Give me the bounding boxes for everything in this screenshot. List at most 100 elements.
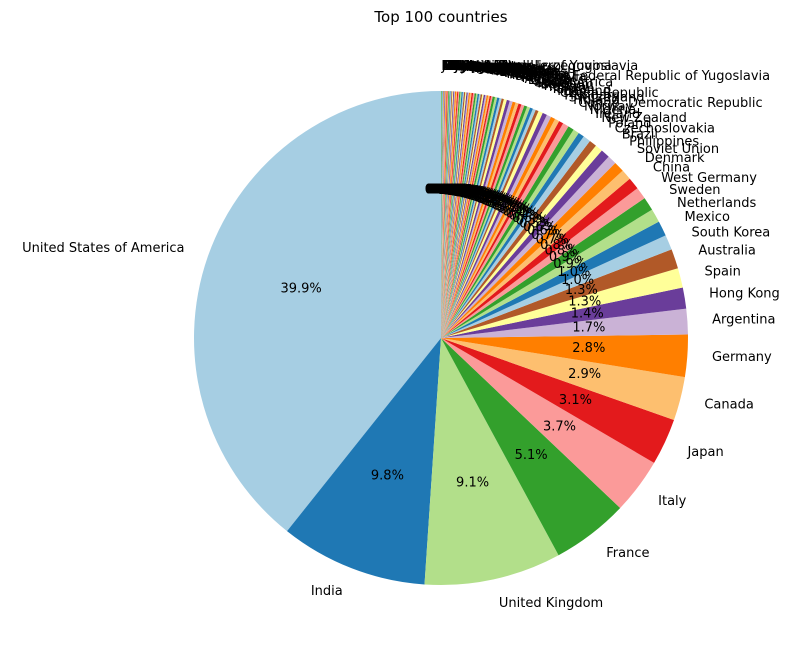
slice-percent-label: 0.3%	[487, 196, 520, 211]
slice-afghanistan	[441, 91, 446, 338]
slice-percent-label: 0.0%	[425, 182, 458, 197]
slice-ireland	[441, 132, 584, 338]
slice-tunisia	[441, 92, 469, 338]
slice-armenia	[441, 91, 451, 339]
slice-mali	[441, 91, 447, 338]
slice-finland	[441, 121, 564, 338]
slice-czechoslovakia	[441, 145, 602, 338]
slice-kazakhstan	[441, 91, 457, 339]
slice-label: Croatia	[481, 62, 528, 77]
slice-percent-label: 1.0%	[557, 265, 590, 280]
slice-label: Egypt	[528, 73, 566, 88]
slice-bolivia	[441, 91, 449, 338]
slice-chile	[441, 96, 498, 338]
slice-label: Argentina	[712, 312, 775, 327]
slice-percent-label: 0.2%	[472, 190, 505, 205]
slice-percent-label: 0.4%	[499, 203, 532, 218]
slice-pakistan	[441, 97, 500, 338]
slice-percent-label: 0.2%	[463, 187, 496, 202]
slice-percent-label: 0.1%	[433, 183, 466, 198]
slice-slovenia	[441, 92, 466, 338]
slice-label: Spain	[705, 264, 741, 279]
slice-percent-label: 0.2%	[474, 191, 507, 206]
slice-slovakia	[441, 92, 468, 338]
slice-percent-label: 0.0%	[429, 182, 462, 197]
slice-label: Venezuela	[487, 63, 554, 78]
slice-percent-label: 0.4%	[506, 206, 539, 221]
slice-percent-label: 0.1%	[449, 184, 482, 199]
slice-percent-label: 0.0%	[427, 182, 460, 197]
slice-norway	[441, 126, 574, 338]
slice-label: Thailand	[554, 84, 611, 99]
slice-label: Morocco	[477, 61, 531, 76]
slice-label: Afghanistan	[446, 59, 523, 74]
slice-percent-label: 0.0%	[425, 182, 458, 197]
slice-poland	[441, 140, 596, 338]
slice-percent-label: 0.1%	[455, 185, 488, 200]
slice-percent-label: 0.9%	[553, 257, 586, 272]
chart-title: Top 100 countries	[373, 8, 507, 26]
slice-percent-label: 1.3%	[568, 294, 601, 309]
slice-label: France	[606, 546, 649, 561]
slice-percent-label: 0.1%	[436, 183, 469, 198]
slice-percent-label: 0.1%	[433, 183, 466, 198]
slice-bosnia-and-herzegovina	[441, 91, 454, 338]
slice-label: Sweden	[669, 183, 720, 198]
slice-label: China	[653, 160, 690, 175]
slice-greece	[441, 104, 525, 339]
slice-france	[441, 338, 621, 556]
slice-percent-label: 0.1%	[451, 185, 484, 200]
slice-percent-label: 0.1%	[431, 182, 464, 197]
slice-percent-label: 0.0%	[426, 182, 459, 197]
slice-percent-label: 0.2%	[470, 190, 503, 205]
slice-label: Switzerland	[569, 91, 645, 106]
slice-label: South Korea	[691, 225, 770, 240]
slice-iceland	[441, 94, 486, 338]
slice-label: Mexico	[685, 210, 730, 225]
slice-percent-label: 0.1%	[437, 183, 470, 198]
slice-latvia	[441, 91, 458, 339]
slice-label: Kazakhstan	[457, 59, 532, 74]
slice-lithuania	[441, 91, 459, 338]
slice-percent-label: 0.0%	[425, 182, 458, 197]
slice-label: Lebanon	[486, 62, 542, 77]
slice-percent-label: 2.9%	[568, 367, 601, 382]
slice-label: Iraq	[450, 59, 475, 74]
slice-label: Poland	[608, 116, 651, 131]
slice-percent-label: 0.1%	[458, 186, 491, 201]
slice-percent-label: 0.1%	[462, 187, 495, 202]
slice-argentina	[441, 308, 688, 338]
slice-percent-label: 0.1%	[442, 183, 475, 198]
slice-percent-label: 0.1%	[429, 182, 462, 197]
slice-label: Czech Republic	[560, 86, 659, 101]
slice-label: Australia	[698, 243, 756, 258]
slice-senegal	[441, 91, 456, 338]
slice-germany	[441, 334, 688, 378]
slice-switzerland	[441, 118, 560, 338]
slice-label: Turkey	[546, 80, 590, 95]
slice-japan	[441, 338, 674, 463]
slice-percent-label: 0.1%	[451, 185, 484, 200]
slice-label: Russia	[544, 79, 586, 94]
slice-sweden	[441, 198, 653, 338]
slice-label: Ireland	[595, 107, 640, 122]
slice-indonesia	[441, 98, 502, 338]
slice-percent-label: 0.1%	[454, 185, 487, 200]
slice-label: Malaysia	[495, 64, 552, 79]
slice-label: Canada	[704, 397, 753, 412]
slice-percent-label: 5.1%	[515, 448, 548, 463]
slice-label: Georgia	[468, 60, 519, 75]
slice-percent-label: 3.1%	[559, 393, 592, 408]
slice-united-states-of-america	[193, 91, 441, 532]
slice-percent-label: 0.2%	[468, 189, 501, 204]
slice-percent-label: 0.3%	[494, 200, 527, 215]
slice-algeria	[441, 91, 463, 338]
slice-label: Sri Lanka	[484, 62, 544, 77]
slice-turkey	[441, 109, 539, 339]
slice-label: Japan	[686, 445, 723, 460]
slice-label: Serbia	[476, 61, 517, 76]
slice-percent-label: 1.0%	[561, 273, 594, 288]
slice-burkina-faso	[441, 91, 447, 338]
slice-label: Ecuador	[448, 59, 502, 74]
slice-percent-label: 0.6%	[527, 224, 560, 239]
